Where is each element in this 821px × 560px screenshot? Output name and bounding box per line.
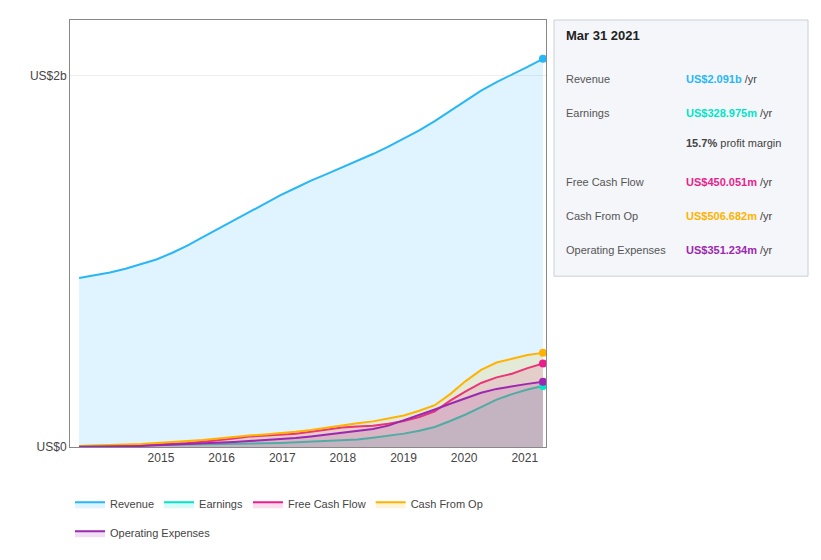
svg-text:US$506.682m /yr: US$506.682m /yr — [686, 210, 773, 222]
svg-text:US$0: US$0 — [37, 440, 67, 454]
svg-text:Cash From Op: Cash From Op — [411, 498, 483, 510]
svg-text:Earnings: Earnings — [199, 498, 243, 510]
svg-text:2020: 2020 — [451, 451, 478, 465]
svg-text:2017: 2017 — [269, 451, 296, 465]
svg-text:2018: 2018 — [330, 451, 357, 465]
svg-text:2016: 2016 — [208, 451, 235, 465]
svg-text:Free Cash Flow: Free Cash Flow — [288, 498, 366, 510]
svg-text:Free Cash Flow: Free Cash Flow — [566, 176, 644, 188]
svg-text:Cash From Op: Cash From Op — [566, 210, 638, 222]
svg-text:US$450.051m /yr: US$450.051m /yr — [686, 176, 773, 188]
svg-text:Operating Expenses: Operating Expenses — [110, 527, 210, 539]
svg-text:US$351.234m /yr: US$351.234m /yr — [686, 244, 773, 256]
svg-text:Revenue: Revenue — [566, 73, 610, 85]
svg-text:Earnings: Earnings — [566, 107, 610, 119]
svg-text:Revenue: Revenue — [110, 498, 154, 510]
svg-text:Operating Expenses: Operating Expenses — [566, 244, 666, 256]
svg-text:15.7% profit margin: 15.7% profit margin — [686, 137, 781, 149]
svg-text:2021: 2021 — [511, 451, 538, 465]
svg-text:US$2.091b /yr: US$2.091b /yr — [686, 73, 757, 85]
svg-text:US$2b: US$2b — [30, 69, 67, 83]
svg-text:2015: 2015 — [148, 451, 175, 465]
svg-text:2019: 2019 — [390, 451, 417, 465]
svg-text:US$328.975m /yr: US$328.975m /yr — [686, 107, 773, 119]
svg-text:Mar 31 2021: Mar 31 2021 — [566, 28, 640, 43]
